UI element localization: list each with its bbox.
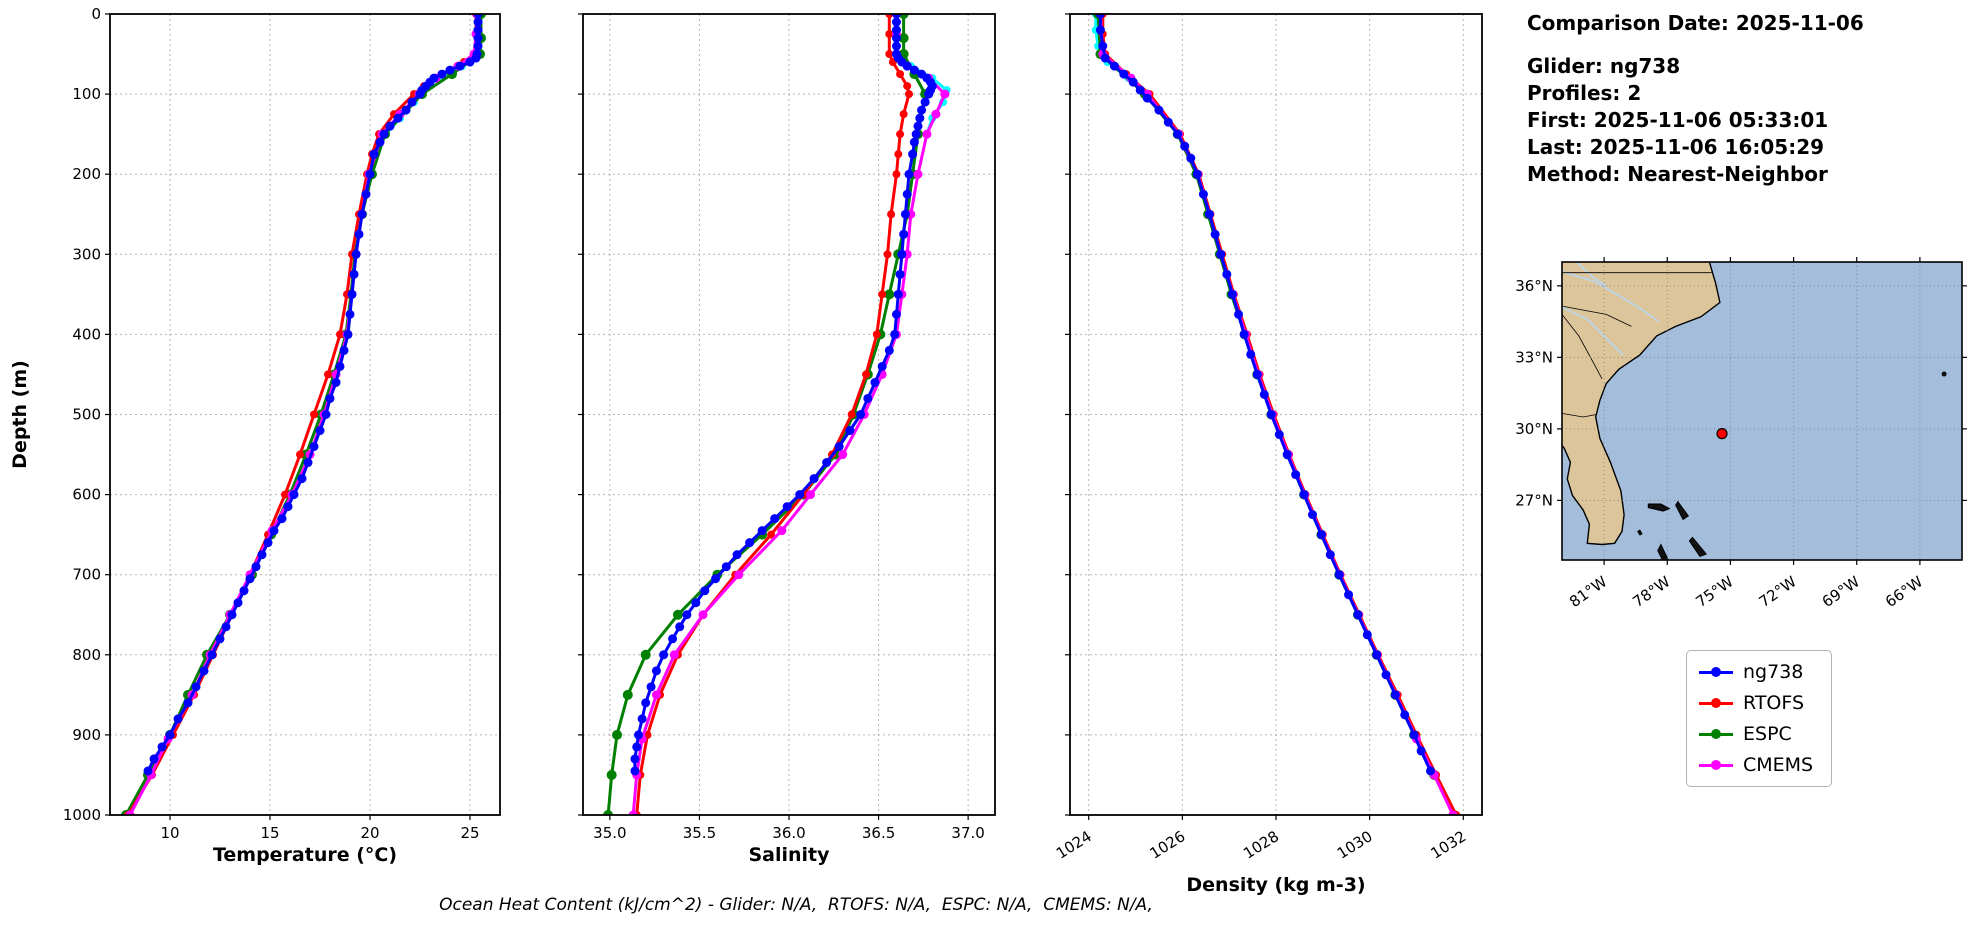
svg-text:800: 800 xyxy=(72,646,101,664)
island xyxy=(1688,536,1708,558)
island xyxy=(1637,529,1643,536)
svg-text:81°W: 81°W xyxy=(1566,572,1610,611)
svg-text:35.5: 35.5 xyxy=(683,824,716,842)
method-text: Method: Nearest-Neighbor xyxy=(1527,162,1828,186)
legend-label: ESPC xyxy=(1743,723,1792,745)
legend-line-marker-icon xyxy=(1699,729,1733,739)
svg-text:33°N: 33°N xyxy=(1515,348,1553,366)
comparison-date-text: Comparison Date: 2025-11-06 xyxy=(1527,11,1864,35)
spacer xyxy=(1527,37,1864,53)
legend-line-marker-icon xyxy=(1699,698,1733,708)
svg-text:Salinity: Salinity xyxy=(748,844,830,866)
legend-label: RTOFS xyxy=(1743,692,1805,714)
svg-text:1026: 1026 xyxy=(1147,827,1189,863)
svg-text:36.0: 36.0 xyxy=(772,824,805,842)
last-time-text: Last: 2025-11-06 16:05:29 xyxy=(1527,135,1825,159)
svg-text:72°W: 72°W xyxy=(1756,572,1800,611)
legend-label: CMEMS xyxy=(1743,754,1814,776)
svg-text:Depth (m): Depth (m) xyxy=(9,360,31,469)
map: 81°W 78°W 75°W 72°W 69°W 66°W 36°N 33°N 30°N 27°N xyxy=(1515,257,1967,611)
info-panel: Comparison Date: 2025-11-06 Glider: ng73… xyxy=(1527,10,1864,188)
svg-text:15: 15 xyxy=(260,824,279,842)
svg-text:25: 25 xyxy=(460,824,479,842)
svg-text:600: 600 xyxy=(72,486,101,504)
svg-text:36.5: 36.5 xyxy=(862,824,895,842)
svg-text:35.0: 35.0 xyxy=(593,824,626,842)
svg-text:500: 500 xyxy=(72,406,101,424)
plot-2: 1024 1026 1028 1030 1032 Density (kg m-3) xyxy=(1053,13,1483,896)
legend-line-marker-icon xyxy=(1699,667,1733,677)
svg-text:36°N: 36°N xyxy=(1515,277,1553,295)
svg-text:66°W: 66°W xyxy=(1882,572,1926,611)
svg-text:Density (kg m-3): Density (kg m-3) xyxy=(1186,874,1365,896)
svg-text:1032: 1032 xyxy=(1427,827,1469,863)
island xyxy=(1675,500,1690,521)
svg-text:75°W: 75°W xyxy=(1692,572,1736,611)
glider-position-marker xyxy=(1716,428,1728,440)
svg-text:700: 700 xyxy=(72,566,101,584)
bermuda-island xyxy=(1941,371,1947,377)
legend-label: ng738 xyxy=(1743,661,1804,683)
legend-item-rtofs: RTOFS xyxy=(1699,692,1813,714)
legend-item-ng738: ng738 xyxy=(1699,661,1813,683)
island xyxy=(1647,503,1671,512)
island xyxy=(1657,543,1669,560)
legend-line-marker-icon xyxy=(1699,760,1733,770)
svg-text:1024: 1024 xyxy=(1053,827,1095,863)
svg-text:300: 300 xyxy=(72,245,101,263)
svg-text:1000: 1000 xyxy=(63,806,101,824)
svg-text:Temperature (°C): Temperature (°C) xyxy=(213,844,397,866)
svg-text:200: 200 xyxy=(72,165,101,183)
svg-text:37.0: 37.0 xyxy=(951,824,984,842)
svg-text:1030: 1030 xyxy=(1334,827,1376,863)
svg-text:0: 0 xyxy=(91,5,101,23)
ohc-caption: Ocean Heat Content (kJ/cm^2) - Glider: N… xyxy=(439,895,1153,915)
svg-text:10: 10 xyxy=(160,824,179,842)
svg-text:100: 100 xyxy=(72,85,101,103)
svg-text:30°N: 30°N xyxy=(1515,420,1553,438)
glider-text: Glider: ng738 xyxy=(1527,54,1681,78)
plot-0: 10 15 20 25 0 100 200 300 400 500 600 700 800 900 1000… xyxy=(9,5,501,866)
legend: ng738 RTOFS ESPC CMEMS xyxy=(1686,650,1833,787)
profiles-text: Profiles: 2 xyxy=(1527,81,1642,105)
svg-text:27°N: 27°N xyxy=(1515,491,1553,509)
first-time-text: First: 2025-11-06 05:33:01 xyxy=(1527,108,1829,132)
legend-item-espc: ESPC xyxy=(1699,723,1813,745)
plot-1: 35.0 35.5 36.0 36.5 37.0 Salinity xyxy=(578,13,996,866)
svg-text:400: 400 xyxy=(72,325,101,343)
svg-text:1028: 1028 xyxy=(1240,827,1282,863)
map-canvas xyxy=(1562,262,1962,560)
legend-item-cmems: CMEMS xyxy=(1699,754,1813,776)
svg-text:69°W: 69°W xyxy=(1819,572,1863,611)
svg-text:900: 900 xyxy=(72,726,101,744)
svg-text:78°W: 78°W xyxy=(1629,572,1673,611)
svg-text:20: 20 xyxy=(360,824,379,842)
